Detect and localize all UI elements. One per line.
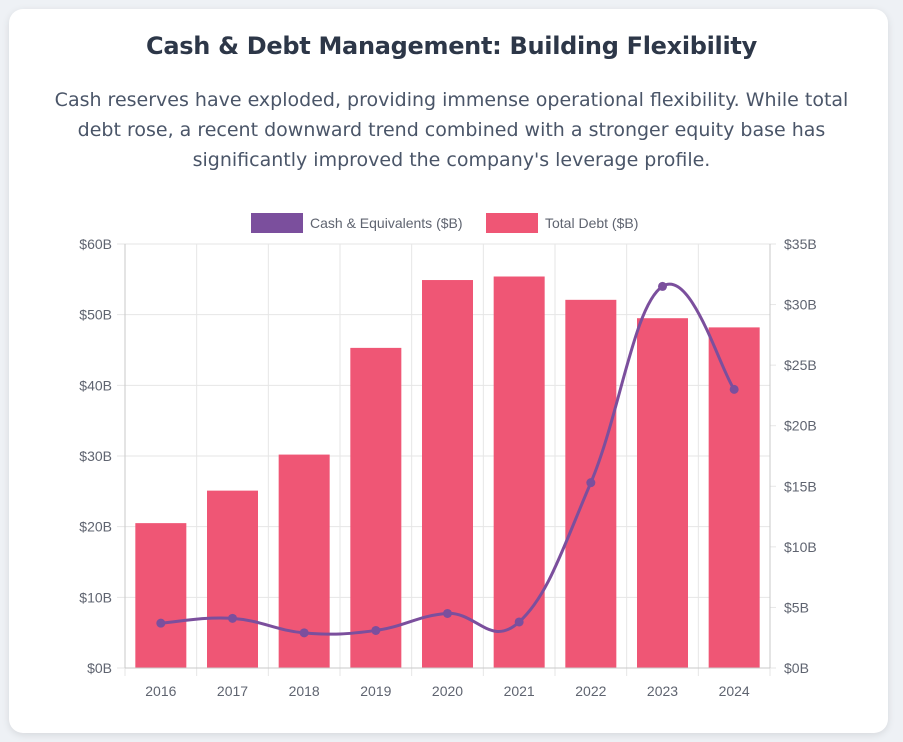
cash-point bbox=[371, 625, 381, 635]
y-right-tick-label: $30B bbox=[784, 297, 817, 313]
cash-point bbox=[156, 618, 166, 628]
legend-swatch-debt[interactable] bbox=[486, 213, 538, 233]
y-left-tick-label: $30B bbox=[79, 448, 112, 464]
axis-layer: $0B $10B $20B $30B $40B $50B $60B $0B $5B $10B $15… bbox=[79, 236, 816, 699]
x-tick-label: 2021 bbox=[504, 683, 535, 699]
debt-bar bbox=[493, 276, 545, 668]
y-left-tick-label: $0B bbox=[87, 660, 112, 676]
y-left-tick-label: $20B bbox=[79, 519, 112, 535]
cash-point bbox=[586, 478, 596, 488]
y-right-tick-label: $25B bbox=[784, 357, 817, 373]
cash-point bbox=[443, 608, 452, 618]
legend: Cash & Equivalents ($B) Total Debt ($B) bbox=[251, 213, 638, 233]
debt-bar bbox=[207, 490, 258, 668]
debt-bar bbox=[135, 523, 187, 668]
legend-label-debt[interactable]: Total Debt ($B) bbox=[545, 215, 638, 231]
cash-point bbox=[658, 281, 667, 291]
cash-point bbox=[228, 613, 237, 623]
x-tick-label: 2016 bbox=[145, 683, 176, 699]
cash-line bbox=[160, 282, 736, 636]
y-right-tick-label: $35B bbox=[784, 236, 817, 252]
y-right-tick-label: $5B bbox=[784, 599, 809, 615]
chart-subtitle: Cash reserves have exploded, providing i… bbox=[54, 89, 849, 171]
x-tick-label: 2023 bbox=[647, 683, 678, 699]
y-right-tick-label: $0B bbox=[784, 660, 809, 676]
bar-layer bbox=[135, 276, 760, 668]
y-left-tick-label: $60B bbox=[79, 236, 112, 252]
debt-bar bbox=[350, 347, 402, 668]
y-right-tick-label: $20B bbox=[784, 418, 817, 434]
line-layer bbox=[156, 281, 739, 638]
legend-label-cash[interactable]: Cash & Equivalents ($B) bbox=[310, 215, 463, 231]
debt-bar bbox=[637, 318, 688, 668]
x-tick-label: 2024 bbox=[719, 683, 750, 699]
x-tick-label: 2018 bbox=[289, 683, 320, 699]
y-right-tick-label: $10B bbox=[784, 539, 817, 555]
debt-bar bbox=[422, 280, 473, 668]
y-right-tick-label: $15B bbox=[784, 478, 817, 494]
chart-title: Cash & Debt Management: Building Flexibi… bbox=[146, 32, 757, 60]
cash-point bbox=[514, 617, 524, 627]
y-left-tick-label: $50B bbox=[79, 307, 112, 323]
cash-point bbox=[729, 384, 739, 394]
y-left-tick-label: $40B bbox=[79, 377, 112, 393]
legend-swatch-cash[interactable] bbox=[251, 213, 303, 233]
cash-point bbox=[299, 628, 309, 638]
y-left-tick-label: $10B bbox=[79, 589, 112, 605]
x-tick-label: 2017 bbox=[217, 683, 248, 699]
x-tick-label: 2019 bbox=[360, 683, 391, 699]
debt-bar bbox=[708, 327, 760, 668]
x-tick-label: 2020 bbox=[432, 683, 463, 699]
x-tick-label: 2022 bbox=[575, 683, 606, 699]
